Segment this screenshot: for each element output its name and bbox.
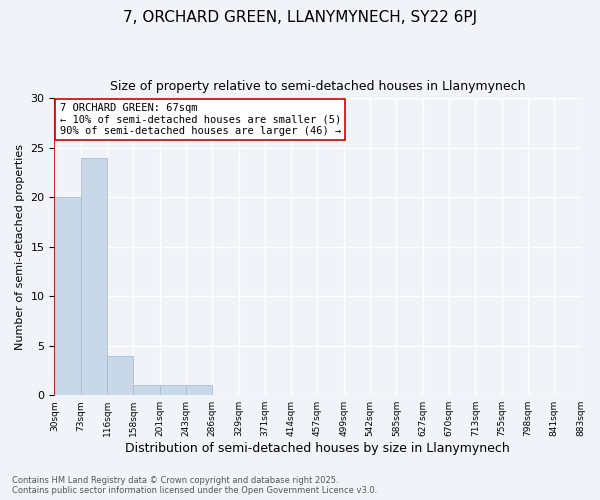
Y-axis label: Number of semi-detached properties: Number of semi-detached properties: [15, 144, 25, 350]
Bar: [186, 386, 212, 395]
Text: 7, ORCHARD GREEN, LLANYMYNECH, SY22 6PJ: 7, ORCHARD GREEN, LLANYMYNECH, SY22 6PJ: [123, 10, 477, 25]
Bar: [160, 386, 186, 395]
Bar: [81, 158, 107, 395]
Text: Contains HM Land Registry data © Crown copyright and database right 2025.
Contai: Contains HM Land Registry data © Crown c…: [12, 476, 377, 495]
Title: Size of property relative to semi-detached houses in Llanymynech: Size of property relative to semi-detach…: [110, 80, 525, 93]
Bar: [133, 386, 160, 395]
Bar: [55, 198, 81, 395]
Text: 7 ORCHARD GREEN: 67sqm
← 10% of semi-detached houses are smaller (5)
90% of semi: 7 ORCHARD GREEN: 67sqm ← 10% of semi-det…: [59, 103, 341, 136]
X-axis label: Distribution of semi-detached houses by size in Llanymynech: Distribution of semi-detached houses by …: [125, 442, 510, 455]
Bar: [107, 356, 133, 395]
